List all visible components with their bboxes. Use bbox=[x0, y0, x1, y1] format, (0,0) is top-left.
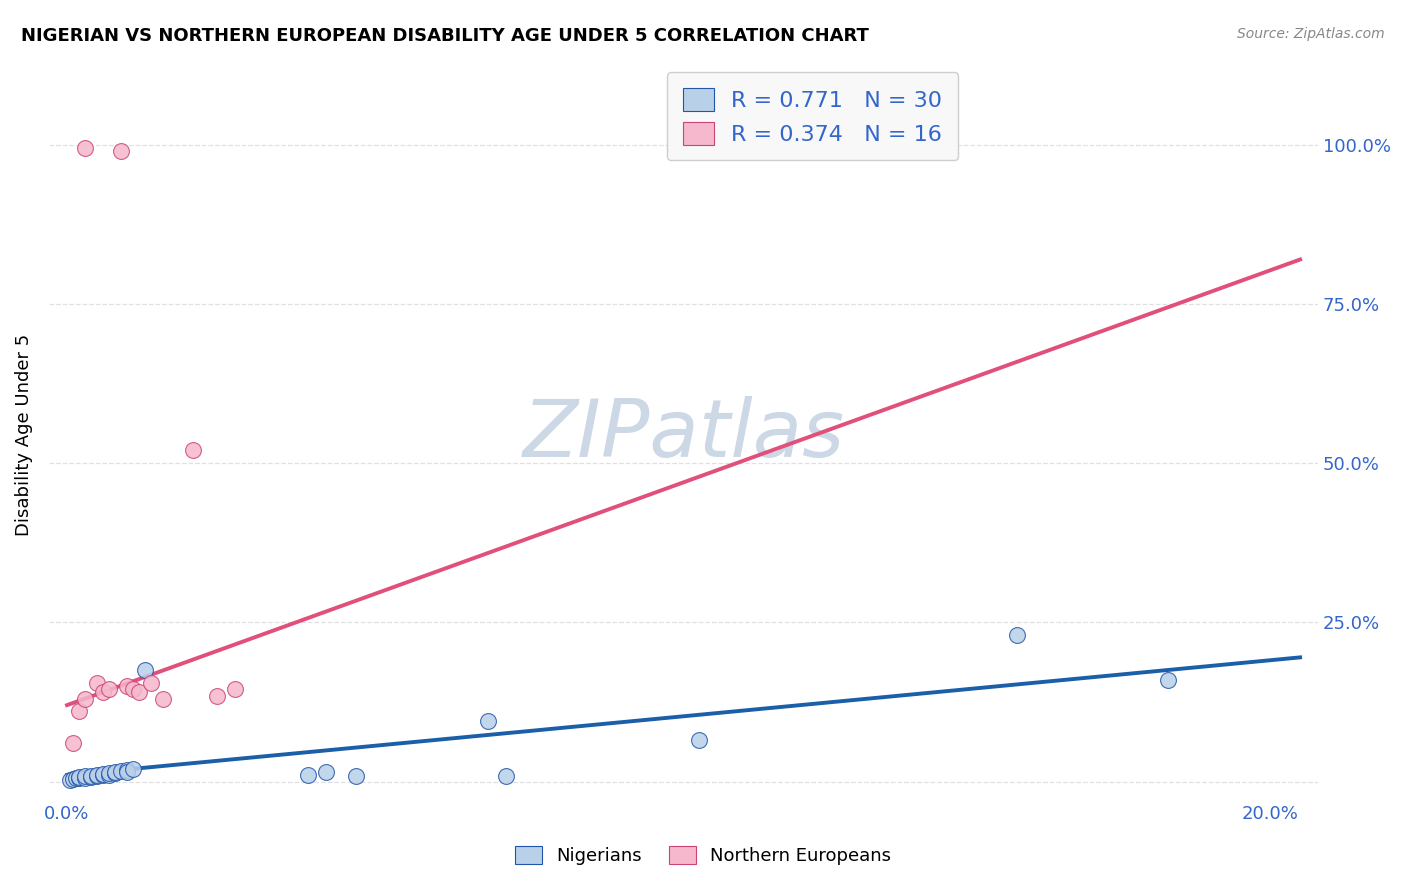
Point bbox=[104, 764, 127, 779]
Point bbox=[344, 769, 367, 783]
Point bbox=[67, 770, 90, 784]
Point bbox=[495, 769, 517, 783]
Point bbox=[110, 764, 132, 779]
Point bbox=[141, 676, 163, 690]
Point bbox=[98, 682, 121, 697]
Point bbox=[73, 771, 96, 785]
Point bbox=[224, 682, 246, 697]
Point bbox=[152, 691, 174, 706]
Y-axis label: Disability Age Under 5: Disability Age Under 5 bbox=[15, 334, 32, 536]
Text: Source: ZipAtlas.com: Source: ZipAtlas.com bbox=[1237, 27, 1385, 41]
Point bbox=[1157, 673, 1180, 687]
Point bbox=[80, 770, 103, 784]
Point bbox=[115, 679, 138, 693]
Point bbox=[62, 736, 84, 750]
Text: NIGERIAN VS NORTHERN EUROPEAN DISABILITY AGE UNDER 5 CORRELATION CHART: NIGERIAN VS NORTHERN EUROPEAN DISABILITY… bbox=[21, 27, 869, 45]
Point bbox=[104, 766, 127, 780]
Point bbox=[134, 663, 156, 677]
Point bbox=[86, 768, 108, 782]
Point bbox=[297, 768, 319, 782]
Point bbox=[115, 764, 138, 779]
Point bbox=[91, 767, 114, 781]
Point bbox=[98, 767, 121, 781]
Point bbox=[86, 676, 108, 690]
Point bbox=[91, 768, 114, 782]
Legend: R = 0.771   N = 30, R = 0.374   N = 16: R = 0.771 N = 30, R = 0.374 N = 16 bbox=[666, 72, 957, 161]
Point bbox=[1007, 628, 1029, 642]
Point bbox=[110, 145, 132, 159]
Point bbox=[688, 733, 710, 747]
Point bbox=[98, 766, 121, 780]
Point bbox=[73, 769, 96, 783]
Point bbox=[80, 769, 103, 783]
Point bbox=[62, 772, 84, 786]
Point bbox=[128, 685, 150, 699]
Point bbox=[207, 689, 229, 703]
Point bbox=[122, 762, 145, 776]
Point bbox=[115, 763, 138, 777]
Point bbox=[91, 685, 114, 699]
Point bbox=[65, 772, 87, 786]
Point bbox=[86, 769, 108, 783]
Text: ZIPatlas: ZIPatlas bbox=[523, 395, 845, 474]
Point bbox=[315, 764, 337, 779]
Point bbox=[73, 691, 96, 706]
Point bbox=[183, 443, 205, 458]
Point bbox=[477, 714, 499, 728]
Point bbox=[59, 772, 82, 787]
Legend: Nigerians, Northern Europeans: Nigerians, Northern Europeans bbox=[506, 837, 900, 874]
Point bbox=[67, 705, 90, 719]
Point bbox=[73, 141, 96, 155]
Point bbox=[67, 772, 90, 786]
Point bbox=[122, 682, 145, 697]
